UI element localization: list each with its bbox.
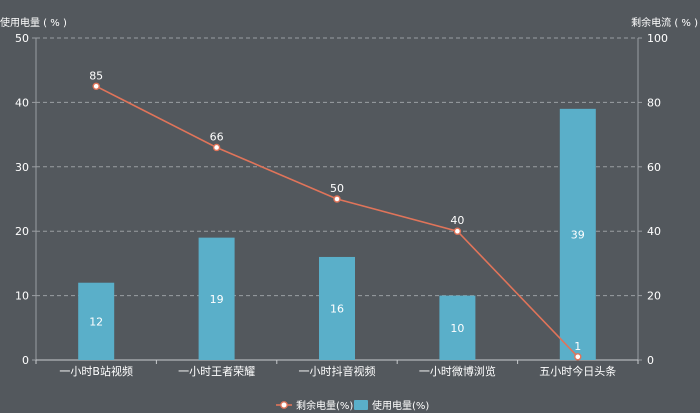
bar-data-label: 19 bbox=[210, 293, 224, 306]
line-series: 85 66 50 40 1 bbox=[89, 69, 582, 361]
line-point bbox=[574, 353, 582, 361]
legend-line-label: 剩余电量(%) bbox=[296, 399, 353, 412]
right-axis-tick-label: 40 bbox=[647, 225, 661, 238]
right-axis-tick-label: 20 bbox=[647, 290, 661, 303]
bar-data-label: 12 bbox=[89, 315, 103, 328]
x-axis-category-label: 五小时今日头条 bbox=[539, 364, 616, 378]
axes: 0 10 20 30 40 50 0 20 40 60 80 100 一小时B站视频 一小时王者荣耀 一小时… bbox=[0, 16, 698, 378]
bar bbox=[559, 108, 596, 360]
line-data-label: 50 bbox=[330, 182, 344, 195]
right-axis-tick-label: 0 bbox=[647, 354, 654, 367]
left-axis-tick-label: 30 bbox=[15, 161, 29, 174]
line-point bbox=[333, 195, 341, 203]
right-axis-title: 剩余电流 ( % ) bbox=[631, 16, 698, 29]
left-axis-tick-label: 0 bbox=[22, 354, 29, 367]
line-point bbox=[453, 227, 462, 235]
right-axis-tick-label: 100 bbox=[647, 32, 668, 45]
bar-data-label: 39 bbox=[571, 228, 585, 241]
bar-data-label: 16 bbox=[330, 302, 344, 315]
legend-line-marker bbox=[280, 401, 288, 409]
bar-data-label: 10 bbox=[450, 322, 464, 335]
bar bbox=[78, 282, 115, 360]
line-data-label: 1 bbox=[574, 340, 581, 353]
left-axis-tick-label: 10 bbox=[15, 290, 29, 303]
line-data-label: 85 bbox=[89, 69, 103, 82]
left-axis-title: 使用电量 ( % ) bbox=[0, 16, 67, 29]
bar bbox=[439, 295, 476, 360]
line-point bbox=[92, 82, 100, 91]
left-axis-tick-label: 40 bbox=[15, 96, 29, 109]
x-axis-category-label: 一小时B站视频 bbox=[59, 364, 133, 378]
legend-bar-swatch bbox=[354, 400, 368, 410]
left-axis-tick-label: 50 bbox=[15, 32, 29, 45]
right-axis-tick-label: 80 bbox=[647, 96, 661, 109]
line-data-label: 40 bbox=[450, 214, 464, 227]
legend: 剩余电量(%) 使用电量(%) bbox=[276, 399, 429, 412]
x-axis-category-label: 一小时抖音视频 bbox=[299, 364, 376, 378]
legend-bar-label: 使用电量(%) bbox=[372, 399, 429, 412]
x-axis-category-label: 一小时王者荣耀 bbox=[178, 365, 255, 378]
line-point bbox=[212, 143, 221, 152]
x-axis-category-label: 一小时微博浏览 bbox=[419, 364, 496, 378]
bar bbox=[319, 256, 355, 360]
right-axis-tick-label: 60 bbox=[647, 161, 661, 174]
bar bbox=[198, 237, 235, 360]
left-axis-tick-label: 20 bbox=[15, 225, 29, 238]
line-data-label: 66 bbox=[210, 130, 224, 143]
bar-series: 12 19 16 10 39 bbox=[78, 108, 596, 360]
